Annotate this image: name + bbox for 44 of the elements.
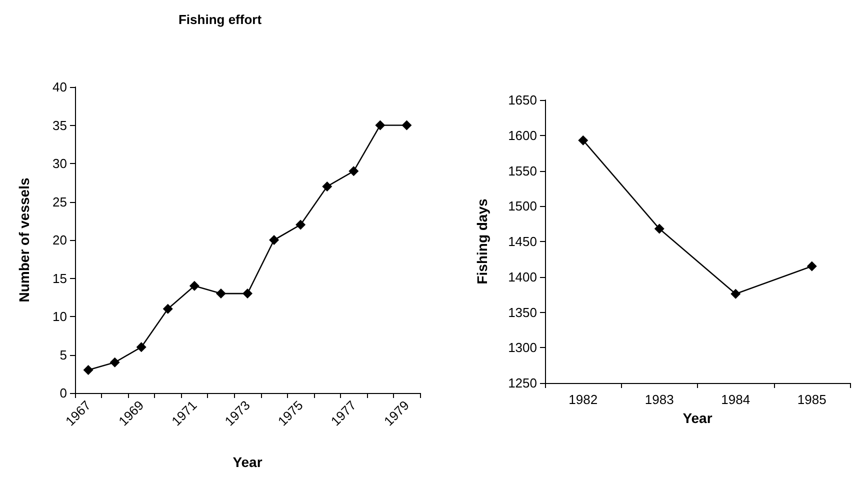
point (189, 280, 200, 291)
x-tick-label: 1984 (721, 392, 750, 407)
point (296, 220, 306, 230)
y-tick-label: 1400 (508, 269, 537, 284)
point (806, 261, 817, 272)
y-tick-label: 35 (52, 118, 67, 133)
point (83, 365, 94, 376)
y-tick-label: 0 (60, 386, 67, 400)
point (322, 181, 332, 192)
x-axis-title: Year (232, 454, 263, 470)
point (136, 342, 146, 352)
x-tick-label: 1983 (644, 392, 674, 407)
point (375, 120, 386, 130)
point (348, 166, 359, 176)
y-tick-label: 1250 (508, 376, 537, 390)
y-tick-label: 1300 (508, 340, 537, 356)
y-tick-label: 20 (52, 232, 67, 248)
point (730, 288, 741, 299)
y-tick-label: 1550 (508, 163, 537, 178)
y-axis-title: Fishing days (474, 198, 490, 284)
y-tick-label: 40 (52, 80, 67, 94)
y-tick-label: 30 (52, 156, 67, 171)
point (654, 224, 664, 234)
y-axis-title: Number of vessels (16, 178, 32, 302)
chart-title: Fishing effort (178, 12, 262, 27)
y-tick-label: 1600 (508, 128, 537, 143)
point (578, 135, 588, 146)
x-axis-title: Year (682, 410, 713, 426)
y-tick-label: 10 (52, 309, 67, 324)
point (242, 288, 252, 299)
y-tick-label: 1450 (508, 234, 537, 249)
x-tick-label: 1985 (797, 392, 826, 407)
point (402, 120, 412, 130)
point (110, 357, 120, 368)
point (216, 288, 226, 299)
point (269, 235, 280, 245)
y-tick-label: 15 (52, 270, 67, 286)
y-tick-label: 25 (52, 194, 67, 210)
y-tick-label: 5 (60, 347, 67, 362)
x-tick-label: 1982 (568, 392, 598, 407)
point (162, 304, 173, 314)
y-tick-label: 1650 (508, 92, 537, 108)
y-tick-label: 1350 (508, 304, 537, 320)
y-tick-label: 1500 (508, 198, 537, 214)
